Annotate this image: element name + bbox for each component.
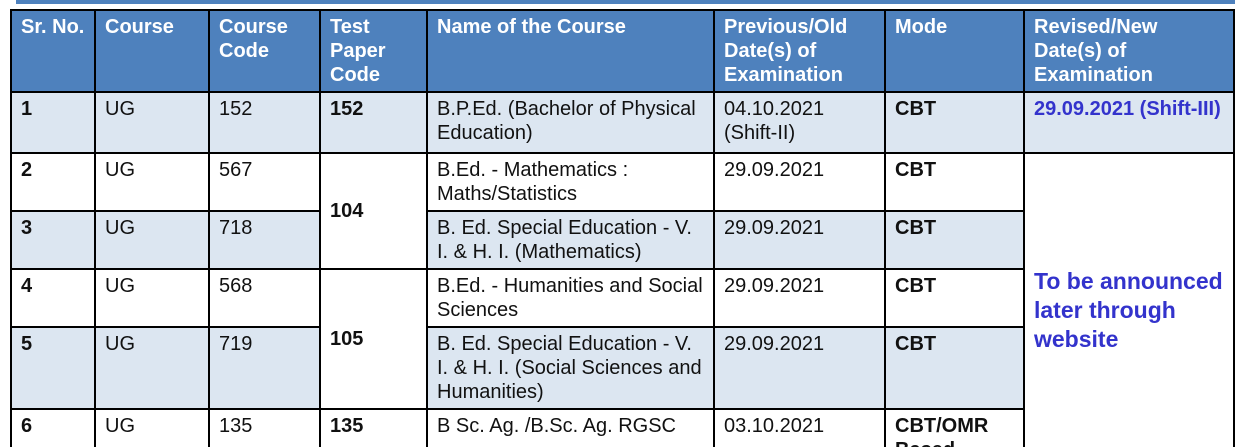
table-row-6: 6 UG 135 135 B Sc. Ag. /B.Sc. Ag. RGSC 0… — [10, 408, 1234, 447]
course-cell: UG — [94, 326, 210, 410]
table-row-5: 5 UG 719 B. Ed. Special Education - V. I… — [10, 326, 1234, 410]
sr-cell: 6 — [10, 408, 96, 447]
header-course: Course — [94, 9, 210, 93]
exam-schedule-table: Sr. No. Course Course Code Test Paper Co… — [10, 9, 1235, 447]
sr-cell: 1 — [10, 91, 96, 154]
course-cell: UG — [94, 210, 210, 270]
header-row: Sr. No. Course Course Code Test Paper Co… — [10, 9, 1235, 93]
test-paper-code-cell: 152 — [319, 91, 428, 154]
course-cell: UG — [94, 91, 210, 154]
course-name-cell: B. Ed. Special Education - V. I. & H. I.… — [426, 210, 715, 270]
header-course-code: Course Code — [208, 9, 321, 93]
test-paper-code-merged-cell: 104 — [319, 152, 428, 270]
course-code-cell: 718 — [208, 210, 321, 270]
course-cell: UG — [94, 268, 210, 328]
course-code-cell: 568 — [208, 268, 321, 328]
previous-date-cell: 29.09.2021 — [713, 268, 886, 328]
course-name-cell: B. Ed. Special Education - V. I. & H. I.… — [426, 326, 715, 410]
revised-date-announcement-cell: To be announced later through website — [1023, 152, 1235, 447]
table-row-1: 1 UG 152 152 B.P.Ed. (Bachelor of Physic… — [10, 91, 1235, 154]
mode-cell: CBT — [884, 210, 1025, 270]
test-paper-code-cell: 135 — [319, 408, 428, 447]
course-name-cell: B.Ed. - Humanities and Social Sciences — [426, 268, 715, 328]
header-revised-date: Revised/New Date(s) of Examination — [1023, 9, 1235, 93]
course-cell: UG — [94, 152, 210, 212]
header-previous-date: Previous/Old Date(s) of Examination — [713, 9, 886, 93]
mode-cell: CBT/OMR Based — [884, 408, 1025, 447]
table-row-3: 3 UG 718 B. Ed. Special Education - V. I… — [10, 210, 1234, 270]
header-test-paper-code: Test Paper Code — [319, 9, 428, 93]
test-paper-code-merged-cell: 105 — [319, 268, 428, 410]
mode-cell: CBT — [884, 326, 1025, 410]
course-code-cell: 152 — [208, 91, 321, 154]
previous-date-cell: 29.09.2021 — [713, 326, 886, 410]
revised-date-cell: 29.09.2021 (Shift-III) — [1023, 91, 1235, 154]
table-row-2: 2 UG 567 104 B.Ed. - Mathematics : Maths… — [10, 152, 1235, 447]
course-code-cell: 719 — [208, 326, 321, 410]
mode-cell: CBT — [884, 268, 1025, 328]
mode-cell: CBT — [884, 91, 1025, 154]
course-name-cell: B.Ed. - Mathematics : Maths/Statistics — [426, 152, 715, 212]
previous-date-cell: 03.10.2021 — [713, 408, 886, 447]
sr-cell: 3 — [10, 210, 96, 270]
table-row-4: 4 UG 568 105 B.Ed. - Humanities and Soci… — [10, 268, 1234, 410]
previous-date-cell: 04.10.2021 (Shift-II) — [713, 91, 886, 154]
course-code-cell: 135 — [208, 408, 321, 447]
header-sr-no: Sr. No. — [10, 9, 96, 93]
course-cell: UG — [94, 408, 210, 447]
sr-cell: 5 — [10, 326, 96, 410]
sr-cell: 4 — [10, 268, 96, 328]
header-course-name: Name of the Course — [426, 9, 715, 93]
course-code-cell: 567 — [208, 152, 321, 212]
cropped-row-strip — [16, 0, 1235, 4]
header-mode: Mode — [884, 9, 1025, 93]
previous-date-cell: 29.09.2021 — [713, 152, 886, 212]
course-name-cell: B Sc. Ag. /B.Sc. Ag. RGSC — [426, 408, 715, 447]
course-name-cell: B.P.Ed. (Bachelor of Physical Education) — [426, 91, 715, 154]
sr-cell: 2 — [10, 152, 96, 212]
previous-date-cell: 29.09.2021 — [713, 210, 886, 270]
mode-cell: CBT — [884, 152, 1025, 212]
